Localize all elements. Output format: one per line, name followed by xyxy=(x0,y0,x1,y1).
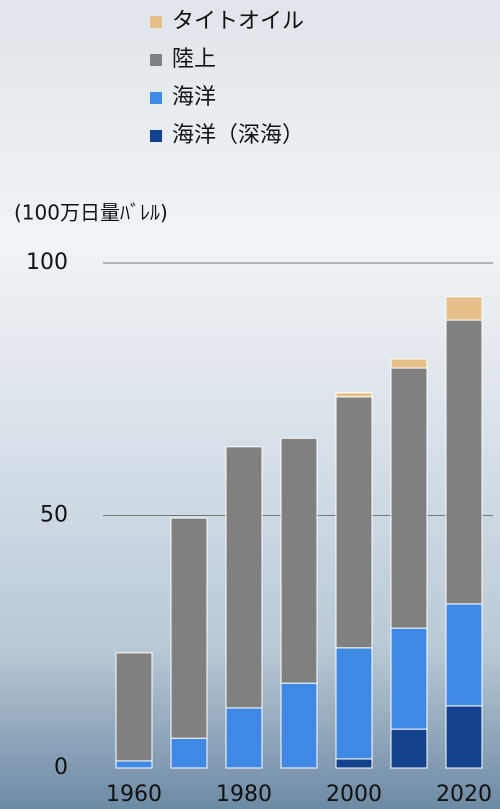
chart: (100万日量ﾊﾞﾚﾙ) 0 50 100 1960 1980 2000 2020 海洋（深海… xyxy=(0,0,500,809)
bar-segment xyxy=(281,683,317,768)
y-axis-label: (100万日量ﾊﾞﾚﾙ) xyxy=(14,201,168,225)
bar-segment xyxy=(446,297,482,320)
bar-segment xyxy=(336,759,372,768)
legend-swatch xyxy=(150,54,162,66)
x-tick-label: 2000 xyxy=(326,782,382,807)
bar-segment xyxy=(336,648,372,759)
bar-segment xyxy=(281,438,317,683)
bar-segment xyxy=(446,706,482,768)
legend-swatch xyxy=(150,16,162,28)
bar-segment xyxy=(171,518,207,738)
bar-segment xyxy=(391,729,427,768)
bar-segment xyxy=(391,628,427,729)
legend-label: タイトオイル xyxy=(172,9,304,34)
bar-segment xyxy=(116,653,152,761)
bar-segment xyxy=(226,447,262,708)
legend-swatch xyxy=(150,130,162,142)
x-tick-label: 1960 xyxy=(106,782,162,807)
x-tick-label: 2020 xyxy=(436,782,492,807)
legend-label: 海洋（深海） xyxy=(172,123,304,148)
bar-segment xyxy=(171,738,207,768)
bar-segment xyxy=(391,368,427,628)
bar-segment xyxy=(336,397,372,648)
y-tick-label: 50 xyxy=(40,503,68,528)
y-tick-label: 100 xyxy=(26,250,68,275)
legend-label: 海洋 xyxy=(172,85,216,110)
y-tick-label: 0 xyxy=(54,755,68,780)
x-tick-label: 1980 xyxy=(216,782,272,807)
bar-segment xyxy=(446,604,482,706)
legend-label: 陸上 xyxy=(172,47,216,72)
bar-segment xyxy=(336,393,372,397)
page: (100万日量ﾊﾞﾚﾙ) 0 50 100 1960 1980 2000 2020 海洋（深海… xyxy=(0,0,500,809)
legend-swatch xyxy=(150,92,162,104)
bar-segment xyxy=(116,761,152,768)
bar-segment xyxy=(391,359,427,368)
bar-segment xyxy=(446,320,482,604)
bar-segment xyxy=(226,708,262,768)
